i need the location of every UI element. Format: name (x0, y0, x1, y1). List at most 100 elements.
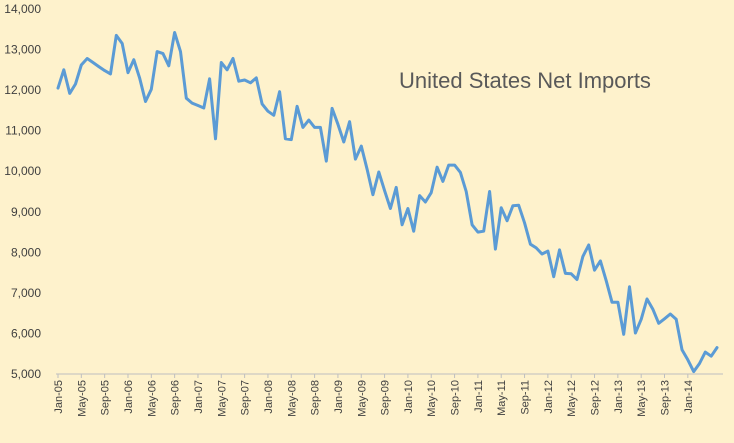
data-point (698, 362, 701, 365)
data-point (155, 50, 159, 53)
data-point (634, 331, 637, 335)
data-point (173, 31, 176, 34)
x-tick-label: May-11 (496, 380, 508, 416)
data-point (546, 249, 550, 253)
data-point (511, 204, 515, 207)
data-point (424, 200, 427, 204)
x-tick-label: Sep-08 (310, 380, 322, 415)
data-point (97, 65, 101, 68)
data-point (120, 42, 124, 45)
data-point (395, 186, 398, 189)
data-point (307, 118, 310, 122)
data-point (383, 189, 386, 192)
data-point (476, 230, 480, 234)
x-tick-label: Sep-10 (450, 380, 462, 415)
data-point (354, 157, 357, 161)
data-point (441, 180, 445, 183)
data-point (622, 333, 625, 336)
data-point (447, 163, 450, 167)
data-point (278, 90, 281, 93)
data-point (371, 193, 375, 196)
data-point (68, 92, 71, 95)
data-point (56, 86, 60, 90)
data-point (610, 301, 614, 304)
data-point (202, 106, 205, 110)
data-point (558, 248, 561, 252)
x-tick-label: May-13 (636, 380, 648, 417)
data-point (377, 170, 380, 174)
data-point (62, 68, 66, 72)
y-tick-label: 8,000 (11, 245, 41, 259)
data-point (663, 317, 666, 321)
data-point (453, 163, 456, 167)
x-tick-label: Sep-06 (170, 380, 182, 415)
data-point (552, 275, 555, 278)
data-point (686, 358, 690, 362)
data-point (342, 140, 345, 144)
data-point (115, 34, 118, 37)
data-point (231, 57, 235, 60)
x-tick-label: May-06 (146, 380, 158, 417)
y-tick-label: 10,000 (4, 164, 41, 178)
y-tick-label: 13,000 (4, 43, 41, 57)
data-point (74, 82, 77, 86)
data-point (389, 207, 392, 210)
data-point (435, 165, 439, 169)
data-point (185, 97, 188, 100)
data-point (126, 71, 130, 74)
y-tick-label: 6,000 (11, 326, 41, 340)
data-point (470, 223, 474, 226)
data-point (301, 126, 305, 129)
data-point (628, 285, 631, 289)
data-point (645, 297, 649, 301)
data-point (220, 61, 223, 64)
y-tick-label: 5,000 (11, 367, 41, 381)
data-point (680, 348, 684, 351)
data-point (208, 77, 211, 80)
data-point (144, 100, 147, 103)
data-point (482, 230, 485, 233)
y-tick-label: 12,000 (4, 83, 41, 97)
data-point (260, 102, 264, 106)
data-point (639, 318, 643, 321)
x-axis: Jan-05 May-05 Sep-05 Jan-06 May-06 Sep-06 Jan-… (53, 374, 695, 417)
x-tick-label: May-07 (216, 380, 228, 417)
x-tick-label: Jan-10 (403, 380, 415, 414)
data-point (150, 88, 153, 91)
x-tick-label: Sep-13 (660, 380, 672, 415)
data-point (575, 278, 579, 281)
data-point (500, 206, 503, 209)
data-point (319, 126, 322, 129)
data-point (657, 322, 660, 325)
data-point (80, 63, 83, 67)
x-tick-label: Sep-09 (380, 380, 392, 415)
data-point (284, 137, 287, 140)
data-point (412, 230, 415, 233)
data-point (529, 243, 532, 246)
data-point (400, 223, 404, 226)
x-tick-label: May-12 (566, 380, 578, 417)
y-tick-label: 14,000 (4, 2, 41, 16)
x-tick-label: May-05 (76, 380, 88, 417)
data-point (237, 79, 240, 83)
x-tick-label: Jan-13 (613, 380, 625, 414)
data-points (56, 31, 719, 373)
data-point (190, 101, 194, 105)
x-tick-label: Jan-14 (683, 380, 695, 414)
data-point (225, 68, 229, 72)
data-point (517, 204, 520, 207)
data-point (523, 221, 526, 224)
data-point (616, 301, 620, 304)
data-point (167, 64, 171, 67)
data-point (505, 219, 509, 222)
data-point (570, 272, 573, 276)
x-tick-label: Sep-11 (520, 380, 532, 415)
data-point (430, 191, 433, 194)
x-tick-label: Jan-08 (263, 380, 275, 414)
data-point (91, 61, 95, 64)
data-point (272, 114, 275, 117)
data-point (651, 307, 655, 311)
x-tick-label: Jan-09 (333, 380, 345, 414)
